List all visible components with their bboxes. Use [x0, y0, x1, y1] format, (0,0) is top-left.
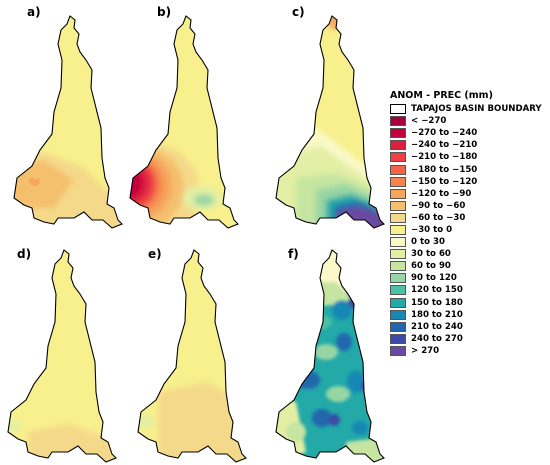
- panel-label-d: d): [17, 247, 31, 261]
- legend-swatch: [390, 128, 406, 139]
- legend-swatch: [390, 116, 406, 127]
- map-panel-f: f): [275, 247, 385, 463]
- map-panel-b: b): [129, 5, 239, 229]
- legend-swatch: [390, 188, 406, 199]
- legend-swatch: [390, 297, 406, 308]
- legend-class-entry: 240 to 270: [390, 333, 550, 345]
- legend-class-entry: −60 to −30: [390, 212, 550, 224]
- legend-class-entry: 0 to 30: [390, 236, 550, 248]
- legend-swatch: [390, 164, 406, 175]
- legend-class-label: −180 to −150: [411, 164, 478, 175]
- panel-label-e: e): [148, 247, 162, 261]
- legend-swatch: [390, 249, 406, 260]
- legend-swatch: [390, 140, 406, 151]
- panel-label-f: f): [288, 247, 299, 261]
- legend-class-label: −270 to −240: [411, 128, 478, 139]
- legend-class-label: −60 to −30: [411, 212, 466, 223]
- legend-class-entry: < −270: [390, 115, 550, 127]
- legend-class-label: 180 to 210: [411, 309, 463, 320]
- map-panel-c: c): [275, 5, 385, 229]
- legend-class-entry: −30 to 0: [390, 224, 550, 236]
- legend-class-entry: 210 to 240: [390, 321, 550, 333]
- legend-class-label: −120 to −90: [411, 188, 472, 199]
- legend-boundary-label: TAPAJOS BASIN BOUNDARY: [411, 104, 542, 115]
- legend-class-list: < −270 −270 to −240 −240 to −210 −210 to −1…: [390, 115, 550, 357]
- precipitation-anomaly-maps: a) b): [7, 5, 385, 463]
- legend-class-label: −150 to −120: [411, 176, 478, 187]
- legend-class-label: 240 to 270: [411, 333, 463, 344]
- legend-class-label: −240 to −210: [411, 140, 478, 151]
- legend-swatch: [390, 345, 406, 356]
- legend-swatch: [390, 224, 406, 235]
- legend-swatch: [390, 321, 406, 332]
- legend-class-entry: −90 to −60: [390, 200, 550, 212]
- legend-class-label: 30 to 60: [411, 249, 451, 260]
- panel-label-a: a): [27, 5, 41, 19]
- legend-class-entry: 30 to 60: [390, 248, 550, 260]
- legend-title: ANOM - PREC (mm): [390, 90, 493, 101]
- panel-label-c: c): [292, 5, 305, 19]
- legend-class-entry: −180 to −150: [390, 163, 550, 175]
- legend-class-label: 90 to 120: [411, 273, 457, 284]
- legend-swatch: [390, 200, 406, 211]
- legend-swatch: [390, 285, 406, 296]
- legend-swatch: [390, 152, 406, 163]
- legend-class-entry: 60 to 90: [390, 260, 550, 272]
- legend-class-label: < −270: [411, 116, 447, 127]
- legend-class-label: −30 to 0: [411, 224, 453, 235]
- panel-label-b: b): [157, 5, 171, 19]
- legend-class-entry: −120 to −90: [390, 188, 550, 200]
- legend-class-entry: > 270: [390, 345, 550, 357]
- boundary-swatch: [390, 104, 406, 115]
- legend-class-label: 210 to 240: [411, 321, 463, 332]
- legend-class-entry: 180 to 210: [390, 309, 550, 321]
- legend-swatch: [390, 273, 406, 284]
- legend-class-entry: 90 to 120: [390, 272, 550, 284]
- legend-class-label: 60 to 90: [411, 261, 451, 272]
- map-legend: ANOM - PREC (mm) TAPAJOS BASIN BOUNDARY …: [390, 89, 550, 357]
- legend-class-entry: 120 to 150: [390, 284, 550, 296]
- map-panel-d: d): [7, 247, 117, 463]
- legend-class-label: 0 to 30: [411, 237, 445, 248]
- legend-swatch: [390, 212, 406, 223]
- legend-class-label: −210 to −180: [411, 152, 478, 163]
- legend-swatch: [390, 176, 406, 187]
- legend-class-entry: −210 to −180: [390, 151, 550, 163]
- legend-class-entry: −150 to −120: [390, 176, 550, 188]
- legend-class-entry: −240 to −210: [390, 139, 550, 151]
- legend-class-entry: −270 to −240: [390, 127, 550, 139]
- legend-class-label: > 270: [411, 345, 440, 356]
- legend-swatch: [390, 261, 406, 272]
- legend-class-label: 150 to 180: [411, 297, 463, 308]
- legend-class-label: 120 to 150: [411, 285, 463, 296]
- legend-class-entry: 150 to 180: [390, 297, 550, 309]
- map-panel-e: e): [137, 247, 247, 463]
- legend-boundary-entry: TAPAJOS BASIN BOUNDARY: [390, 103, 550, 115]
- legend-swatch: [390, 309, 406, 320]
- legend-swatch: [390, 237, 406, 248]
- legend-swatch: [390, 333, 406, 344]
- legend-class-label: −90 to −60: [411, 200, 466, 211]
- map-panel-a: a): [13, 5, 123, 229]
